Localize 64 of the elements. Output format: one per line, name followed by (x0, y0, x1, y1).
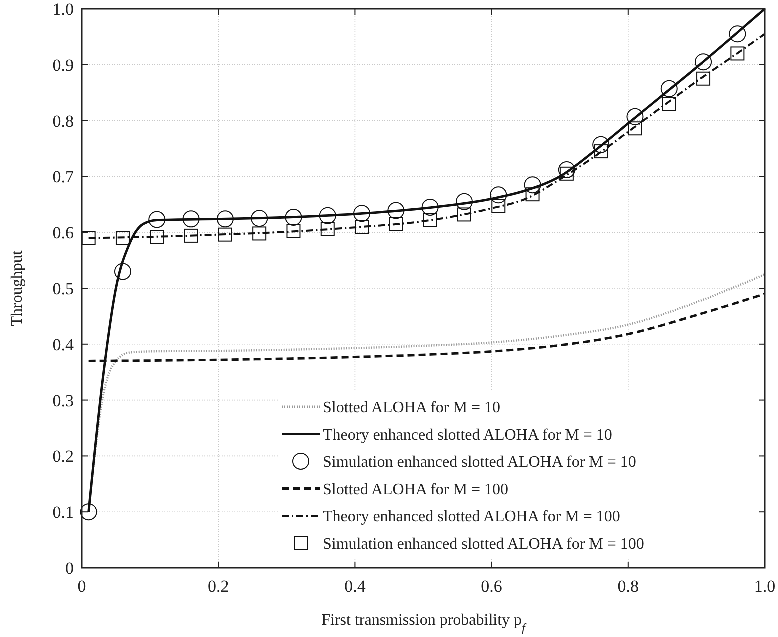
x-tick-label: 1.0 (754, 577, 776, 596)
point (524, 176, 542, 194)
point (594, 144, 608, 159)
y-axis-title: Throughput (9, 250, 26, 326)
point (492, 199, 506, 214)
point (660, 80, 678, 98)
point (423, 213, 438, 228)
point (148, 211, 166, 228)
x-tick-label: 0.6 (481, 577, 502, 596)
y-tick-label: 0.8 (52, 112, 74, 131)
point (696, 72, 711, 86)
y-tick-label: 0 (66, 558, 74, 578)
x-tick-label: 0.2 (208, 577, 230, 596)
point (457, 208, 472, 222)
y-tick-label: 0.3 (52, 391, 74, 410)
point (182, 210, 200, 228)
y-tick-label: 1.0 (52, 0, 74, 19)
point (184, 228, 198, 243)
point (558, 161, 576, 178)
legend-label: Theory enhanced slotted ALOHA for M = 10 (323, 426, 612, 444)
legend-label: Simulation enhanced slotted ALOHA for M = 10 (323, 454, 636, 472)
point (695, 54, 712, 71)
point (490, 186, 508, 204)
point (628, 122, 642, 136)
point (662, 97, 676, 112)
point (560, 166, 574, 181)
legend-label: Theory enhanced slotted ALOHA for M = 100 (323, 508, 620, 526)
point (286, 224, 301, 238)
point (218, 228, 232, 242)
point (114, 263, 132, 280)
point (354, 205, 371, 222)
x-axis-title: First transmission probability p$_{f}$ (322, 612, 528, 635)
point (730, 46, 745, 61)
x-tick-label: 0.4 (344, 577, 366, 596)
point (626, 108, 644, 126)
point (251, 210, 268, 228)
y-tick-label: 0.6 (52, 224, 74, 243)
point (252, 226, 267, 241)
point (388, 202, 405, 220)
point (150, 230, 164, 244)
legend-label: Slotted ALOHA for M = 100 (323, 481, 508, 498)
y-tick-label: 0.9 (52, 56, 74, 75)
point (422, 198, 439, 216)
point (592, 136, 610, 154)
point (526, 188, 540, 202)
point (319, 207, 336, 224)
point (116, 231, 130, 246)
y-tick-label: 0.1 (52, 503, 74, 522)
point (355, 220, 370, 234)
point (729, 26, 746, 43)
point (320, 222, 335, 236)
y-tick-label: 0.4 (52, 335, 74, 354)
x-tick-label: 0 (78, 577, 86, 596)
x-tick-label: 0.8 (618, 577, 640, 596)
y-tick-label: 0.5 (52, 279, 74, 298)
legend-label: Simulation enhanced slotted ALOHA for M = 100 (323, 536, 644, 553)
y-tick-label: 0.2 (52, 447, 74, 466)
point (216, 210, 234, 228)
point (456, 193, 473, 210)
y-tick-label: 0.7 (52, 168, 74, 187)
legend-label: Slotted ALOHA for M = 10 (323, 399, 500, 416)
point (389, 217, 404, 232)
point (80, 504, 98, 521)
point (285, 209, 302, 226)
